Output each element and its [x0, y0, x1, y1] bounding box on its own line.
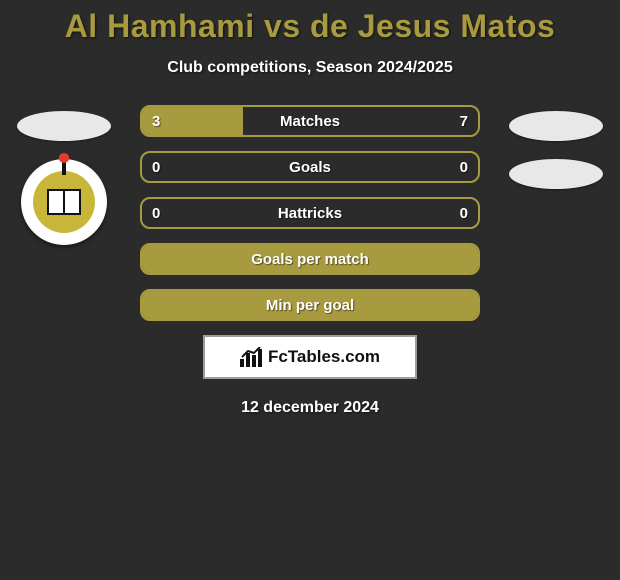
club-badge-placeholder-right: [509, 159, 603, 189]
comparison-content: 37Matches 00Goals 00Hattricks Goals per mat…: [0, 105, 620, 417]
stat-row: Min per goal: [140, 289, 480, 321]
player-photo-placeholder-left: [17, 111, 111, 141]
stat-row: 37Matches: [140, 105, 480, 137]
player-photo-placeholder-right: [509, 111, 603, 141]
page-title: Al Hamhami vs de Jesus Matos: [0, 0, 620, 45]
footer-date: 12 december 2024: [0, 399, 620, 417]
club-badge-left: [21, 159, 107, 245]
stat-row: Goals per match: [140, 243, 480, 275]
stat-row: 00Hattricks: [140, 197, 480, 229]
stat-label: Matches: [142, 113, 478, 130]
brand-label: FcTables.com: [268, 347, 380, 367]
right-player-column: [506, 105, 606, 207]
subtitle: Club competitions, Season 2024/2025: [0, 59, 620, 77]
left-player-column: [14, 105, 114, 245]
stats-bars: 37Matches 00Goals 00Hattricks Goals per mat…: [140, 105, 480, 321]
stat-label: Goals: [142, 159, 478, 176]
stat-row: 00Goals: [140, 151, 480, 183]
brand-box[interactable]: FcTables.com: [203, 335, 417, 379]
stat-label: Goals per match: [142, 251, 478, 268]
stat-label: Min per goal: [142, 297, 478, 314]
stat-label: Hattricks: [142, 205, 478, 222]
bar-chart-icon: [240, 347, 262, 367]
